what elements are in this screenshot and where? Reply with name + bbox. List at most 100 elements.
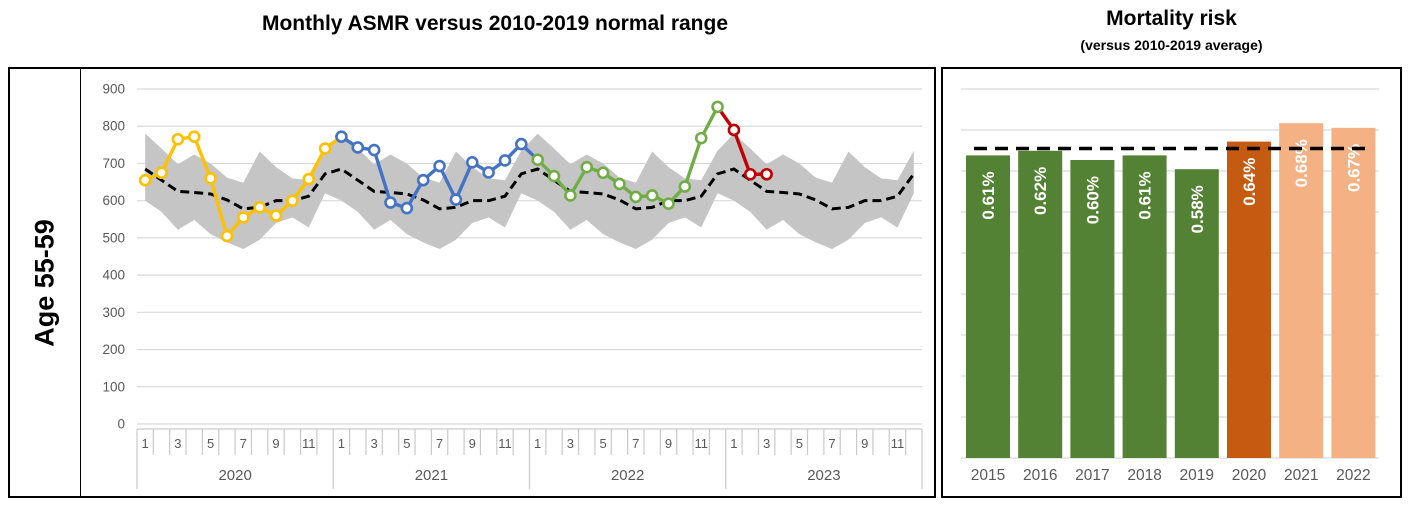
bar-2020 (1227, 141, 1271, 458)
month-tick-label: 11 (694, 436, 708, 451)
data-point-marker (400, 201, 414, 215)
y-axis-tick-label: 300 (102, 305, 125, 320)
month-tick-label: 11 (891, 436, 905, 451)
month-tick-label: 3 (371, 436, 378, 451)
data-point-marker (645, 189, 659, 202)
data-point-marker (498, 154, 512, 167)
bar-value-label-2019: 0.58% (1188, 185, 1207, 233)
data-point-marker (760, 167, 773, 181)
bar-2018 (1122, 155, 1167, 458)
right-chart-subtitle: (versus 2010-2019 average) (1080, 37, 1263, 53)
data-point-marker (171, 132, 185, 146)
y-axis-tick-label: 500 (102, 230, 125, 245)
bar-2017 (1070, 160, 1115, 458)
month-tick-label: 1 (338, 436, 345, 451)
data-point-marker (155, 166, 168, 180)
bar-category-label: 2022 (1336, 467, 1370, 484)
data-point-marker (596, 166, 610, 180)
right-chart-title: Mortality risk (1106, 7, 1237, 30)
y-axis-tick-label: 200 (102, 342, 125, 357)
data-point-marker (711, 100, 724, 114)
bar-value-label-2022: 0.67% (1344, 144, 1363, 192)
normal-range-band (145, 133, 914, 250)
month-tick-label: 7 (632, 436, 639, 451)
bar-category-label: 2020 (1232, 467, 1267, 484)
asmr-line-chart-panel: Age 55-59 0 100 200 300 400 500 600 700 800 900 1 3… (8, 67, 936, 498)
left-chart-title: Monthly ASMR versus 2010-2019 normal ran… (261, 12, 729, 35)
bar-value-label-2021: 0.68% (1292, 139, 1311, 187)
month-tick-label: 7 (828, 436, 835, 451)
month-tick-label: 7 (240, 436, 247, 451)
y-axis-tick-label: 100 (102, 379, 125, 394)
age-group-label: Age 55-59 (29, 218, 60, 347)
data-point-marker (449, 193, 463, 206)
data-point-marker (465, 156, 479, 169)
year-label: 2021 (415, 467, 448, 484)
data-point-marker (384, 196, 397, 209)
data-point-marker (694, 131, 708, 145)
y-axis-tick-label: 0 (117, 417, 125, 432)
series-2021-markers (335, 130, 528, 215)
data-point-marker (220, 229, 234, 243)
month-tick-label: 5 (796, 436, 803, 451)
y-axis-tick-label: 700 (102, 156, 125, 171)
data-point-marker (269, 209, 283, 222)
data-point-marker (416, 173, 430, 187)
data-point-marker (743, 167, 757, 181)
bar-2021 (1279, 123, 1324, 458)
data-point-marker (138, 173, 152, 187)
month-tick-label: 3 (174, 436, 181, 451)
data-point-marker (351, 141, 365, 154)
year-label: 2022 (611, 467, 644, 484)
average-line (144, 167, 916, 211)
bar-category-label: 2019 (1180, 467, 1214, 484)
month-tick-label: 5 (599, 436, 606, 451)
data-point-marker (531, 153, 544, 167)
bar-category-label: 2018 (1127, 467, 1161, 484)
month-tick-label: 1 (142, 436, 149, 451)
data-point-marker (629, 190, 643, 204)
month-tick-label: 3 (567, 436, 574, 451)
bar-category-label: 2015 (971, 467, 1005, 484)
bar-2015 (966, 155, 1010, 458)
bar-2016 (1018, 150, 1063, 459)
data-point-marker (204, 172, 217, 185)
month-tick-label: 1 (534, 436, 541, 451)
month-tick-label: 11 (302, 436, 316, 451)
data-point-marker (237, 211, 250, 224)
bar-value-label-2016: 0.62% (1031, 167, 1050, 215)
bar-2019 (1174, 169, 1219, 458)
data-point-marker (302, 172, 316, 186)
data-point-marker (335, 130, 348, 143)
data-point-marker (564, 189, 577, 202)
mortality-risk-bar-panel: 0.61% 2015 0.62% 2016 0.60% 2017 0.61% 2018 0.58… (941, 67, 1402, 498)
bar-value-label-2017: 0.60% (1083, 176, 1102, 224)
data-point-marker (318, 142, 332, 155)
month-tick-label: 9 (272, 436, 279, 451)
data-point-marker (678, 180, 692, 193)
data-point-marker (547, 169, 561, 183)
data-point-marker (253, 201, 266, 214)
year-label: 2020 (218, 467, 251, 484)
month-tick-label: 5 (403, 436, 410, 451)
mortality-risk-bar-chart: 0.61% 2015 0.62% 2016 0.60% 2017 0.61% 2018 0.58… (961, 88, 1379, 484)
y-axis-tick-label: 400 (102, 268, 125, 283)
bar-category-label: 2016 (1023, 467, 1057, 484)
y-axis-tick-label: 900 (102, 82, 125, 97)
year-label: 2023 (807, 467, 840, 484)
month-tick-label: 3 (763, 436, 770, 451)
bar-category-label: 2017 (1075, 467, 1109, 484)
grid-lines: 0 100 200 300 400 500 600 700 800 900 (102, 82, 922, 432)
age-group-cell: Age 55-59 (10, 69, 81, 496)
series-2022-markers (531, 100, 724, 210)
data-point-marker (482, 166, 495, 179)
month-tick-label: 7 (436, 436, 443, 451)
data-point-marker (662, 197, 675, 210)
series-2023-markers (727, 123, 773, 181)
bar-value-label-2018: 0.61% (1136, 171, 1155, 219)
month-tick-label: 9 (861, 436, 868, 451)
data-point-marker (367, 143, 381, 157)
month-tick-label: 11 (498, 436, 512, 451)
month-tick-label: 1 (730, 436, 737, 451)
